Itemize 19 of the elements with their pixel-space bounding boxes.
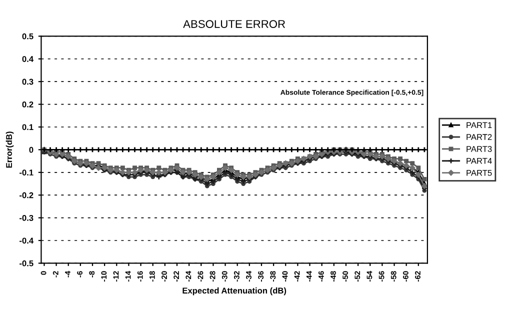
legend-label: PART1 bbox=[466, 122, 492, 128]
y-tick-label: 0.5 bbox=[22, 33, 34, 40]
legend-label: PART5 bbox=[466, 170, 492, 176]
y-tick-label: 0.1 bbox=[22, 124, 34, 130]
y-tick-label: -0.4 bbox=[20, 238, 34, 244]
legend-label: PART4 bbox=[466, 158, 492, 164]
y-tick-label: 0.3 bbox=[22, 78, 34, 85]
y-tick-label: 0.2 bbox=[22, 101, 34, 108]
y-axis-title: Error(dB) bbox=[6, 132, 14, 168]
x-axis-title: Expected Attenuation (dB) bbox=[182, 287, 286, 296]
legend-label: PART2 bbox=[466, 134, 492, 140]
y-tick-label: -0.3 bbox=[20, 215, 34, 221]
legend-label: PART3 bbox=[466, 146, 492, 152]
chart-title: ABSOLUTE ERROR bbox=[183, 20, 286, 28]
y-tick-label: -0.1 bbox=[20, 170, 34, 176]
y-tick-label: -0.2 bbox=[20, 192, 34, 198]
y-tick-label: 0.4 bbox=[22, 56, 34, 62]
y-tick-label: 0 bbox=[29, 146, 34, 153]
y-tick-label: -0.5 bbox=[20, 260, 34, 266]
